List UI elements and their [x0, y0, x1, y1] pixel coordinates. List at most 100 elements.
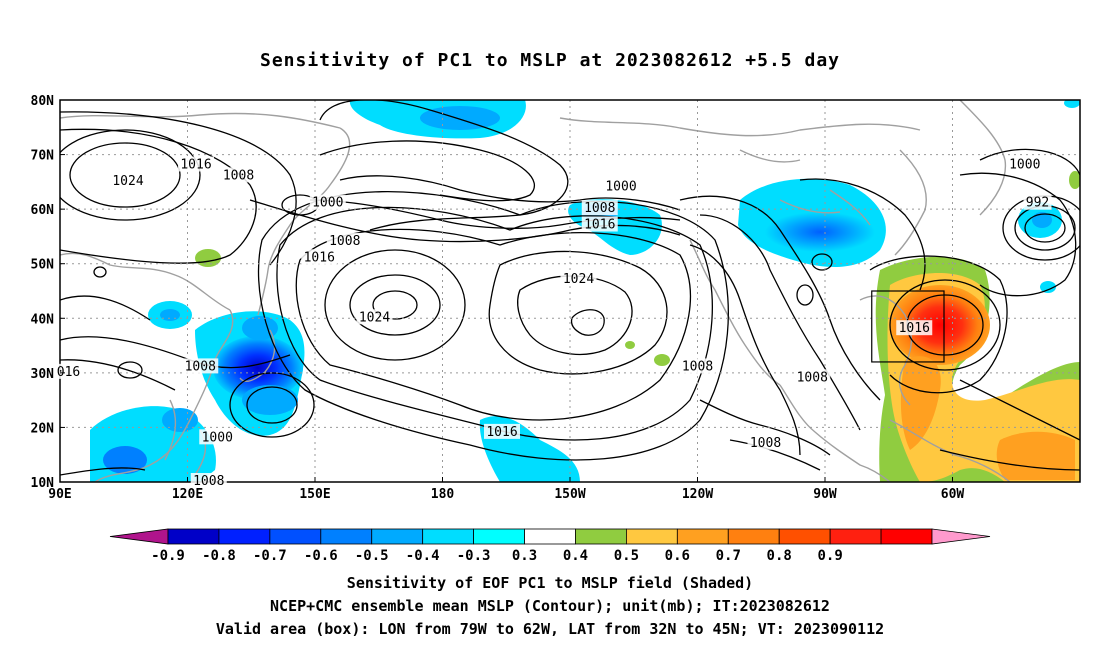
colorbar-segment: [269, 528, 322, 545]
lon-label: 150E: [299, 487, 330, 502]
contour-label: 1016: [304, 250, 335, 265]
contour-label: 1024: [563, 272, 594, 287]
contour-label: 1008: [797, 370, 828, 385]
colorbar-segment: [320, 528, 373, 545]
contour-label-bg: [54, 363, 83, 379]
contour-label: 1000: [202, 430, 233, 445]
colorbar-tick-label: -0.4: [406, 548, 440, 564]
colorbar-arrow-low: [109, 528, 169, 545]
contour-label-bg: [794, 369, 831, 385]
contour-label-bg: [603, 178, 639, 194]
caption-shading: Sensitivity of EOF PC1 to MSLP field (Sh…: [346, 574, 754, 592]
colorbar-tick-label: -0.7: [253, 548, 287, 564]
contour-label: 1016: [899, 321, 930, 336]
contour-label: 1016: [486, 425, 517, 440]
colorbar-tick-label: 0.8: [767, 548, 792, 564]
contour-label: 1000: [605, 179, 636, 194]
lat-label: 40N: [31, 312, 55, 327]
lon-label: 150W: [554, 487, 585, 502]
colorbar-tick-label: 0.6: [665, 548, 690, 564]
lon-label: 120W: [682, 487, 713, 502]
lon-label: 90E: [48, 487, 71, 502]
contour-label: 1008: [329, 234, 360, 249]
colorbar-tick-label: -0.3: [457, 548, 491, 564]
contour-label-bg: [896, 320, 933, 336]
shade-red-core: [890, 285, 990, 365]
colorbar-segment: [676, 528, 729, 545]
shade-blue-canada-core: [765, 212, 875, 252]
contour-label: 1008: [185, 359, 216, 374]
contour-label-bg: [182, 358, 219, 374]
contour-label-bg: [484, 423, 520, 439]
colorbar-tick-label: -0.5: [355, 548, 389, 564]
colorbar-segment: [524, 528, 576, 545]
contour-label-bg: [1006, 156, 1043, 172]
contour-label: 1000: [1009, 157, 1040, 172]
contour-label: 1024: [112, 174, 143, 189]
lat-label: 70N: [31, 149, 55, 164]
contour-label-bg: [220, 167, 257, 183]
contour-label-bg: [110, 172, 146, 188]
shade-orange-tongue: [900, 356, 941, 450]
contour-label-bg: [309, 194, 346, 210]
colorbar-segment: [778, 528, 831, 545]
colorbar-segment: [575, 528, 627, 545]
lat-label: 50N: [31, 258, 55, 273]
contour-label: 1016: [180, 157, 211, 172]
map-title: Sensitivity of PC1 to MSLP at 2023082612…: [259, 50, 840, 71]
colorbar-segment: [829, 528, 882, 545]
contour-label: 1008: [682, 359, 713, 374]
contour-label-bg: [679, 358, 716, 374]
lat-label: 10N: [31, 476, 55, 491]
longitude-axis-labels: 90E 120E 150E 180 150W 120W 90W 60W: [48, 477, 964, 502]
contour-label-bg: [190, 473, 227, 488]
colorbar-segment: [371, 528, 424, 545]
lat-label: 80N: [31, 94, 55, 109]
contour-label: 1016: [584, 218, 615, 233]
latitude-axis-labels: 80N 70N 60N 50N 40N 30N 20N 10N: [31, 94, 65, 491]
contour-label: 016: [57, 365, 80, 380]
lat-label: 20N: [31, 421, 55, 436]
shade-blue-japan-core: [213, 336, 303, 400]
lon-label: 90W: [813, 487, 837, 502]
contour-label: 1008: [193, 474, 224, 489]
lon-label: 180: [431, 487, 455, 502]
shade-orange-deep: [996, 431, 1075, 480]
lat-label: 30N: [31, 367, 55, 382]
contour-label-bg: [747, 434, 784, 450]
contour-label: 1008: [223, 168, 254, 183]
contour-label: 1008: [750, 436, 781, 451]
contour-label: 1024: [359, 310, 390, 325]
contour-label-bg: [1023, 194, 1052, 210]
lat-lon-grid: [60, 100, 1080, 482]
colorbar-tick-label: -0.9: [151, 548, 185, 564]
colorbar-segment: [880, 528, 933, 545]
colorbar-segment: [727, 528, 780, 545]
caption-valid-area: Valid area (box): LON from 79W to 62W, L…: [215, 620, 885, 638]
colorbar-tick-label: 0.7: [716, 548, 741, 564]
contour-label: 1000: [312, 196, 343, 211]
shade-blue-arctic-core: [420, 106, 500, 130]
contour-label: 992: [1026, 196, 1049, 211]
contour-label-bg: [581, 200, 618, 216]
contour-label-bg: [326, 232, 363, 248]
colorbar-segment: [473, 528, 525, 545]
colorbar: -0.9 -0.8 -0.7 -0.6 -0.5 -0.4 -0.3 0.3 0.4 0.5 0.6…: [109, 528, 991, 564]
contour-labels: 1024101610081000100810161024100801610001…: [54, 156, 1052, 489]
contour-label-bg: [356, 309, 393, 325]
colorbar-tick-label: 0.5: [614, 548, 639, 564]
caption-contour: NCEP+CMC ensemble mean MSLP (Contour); u…: [270, 597, 830, 615]
colorbar-arrow-high: [931, 528, 991, 545]
colorbar-tick-label: 0.4: [563, 548, 588, 564]
contour-label-bg: [178, 156, 214, 172]
colorbar-tick-label: 0.9: [817, 548, 842, 564]
colorbar-tick-label: -0.6: [304, 548, 338, 564]
coastline-layer: [60, 100, 1011, 482]
contour-label: 1008: [584, 201, 615, 216]
colorbar-segment: [218, 528, 271, 545]
contour-label-bg: [199, 429, 236, 445]
colorbar-tick-label: -0.8: [202, 548, 236, 564]
colorbar-segment: [422, 528, 474, 545]
shading-layer: [90, 100, 1080, 482]
